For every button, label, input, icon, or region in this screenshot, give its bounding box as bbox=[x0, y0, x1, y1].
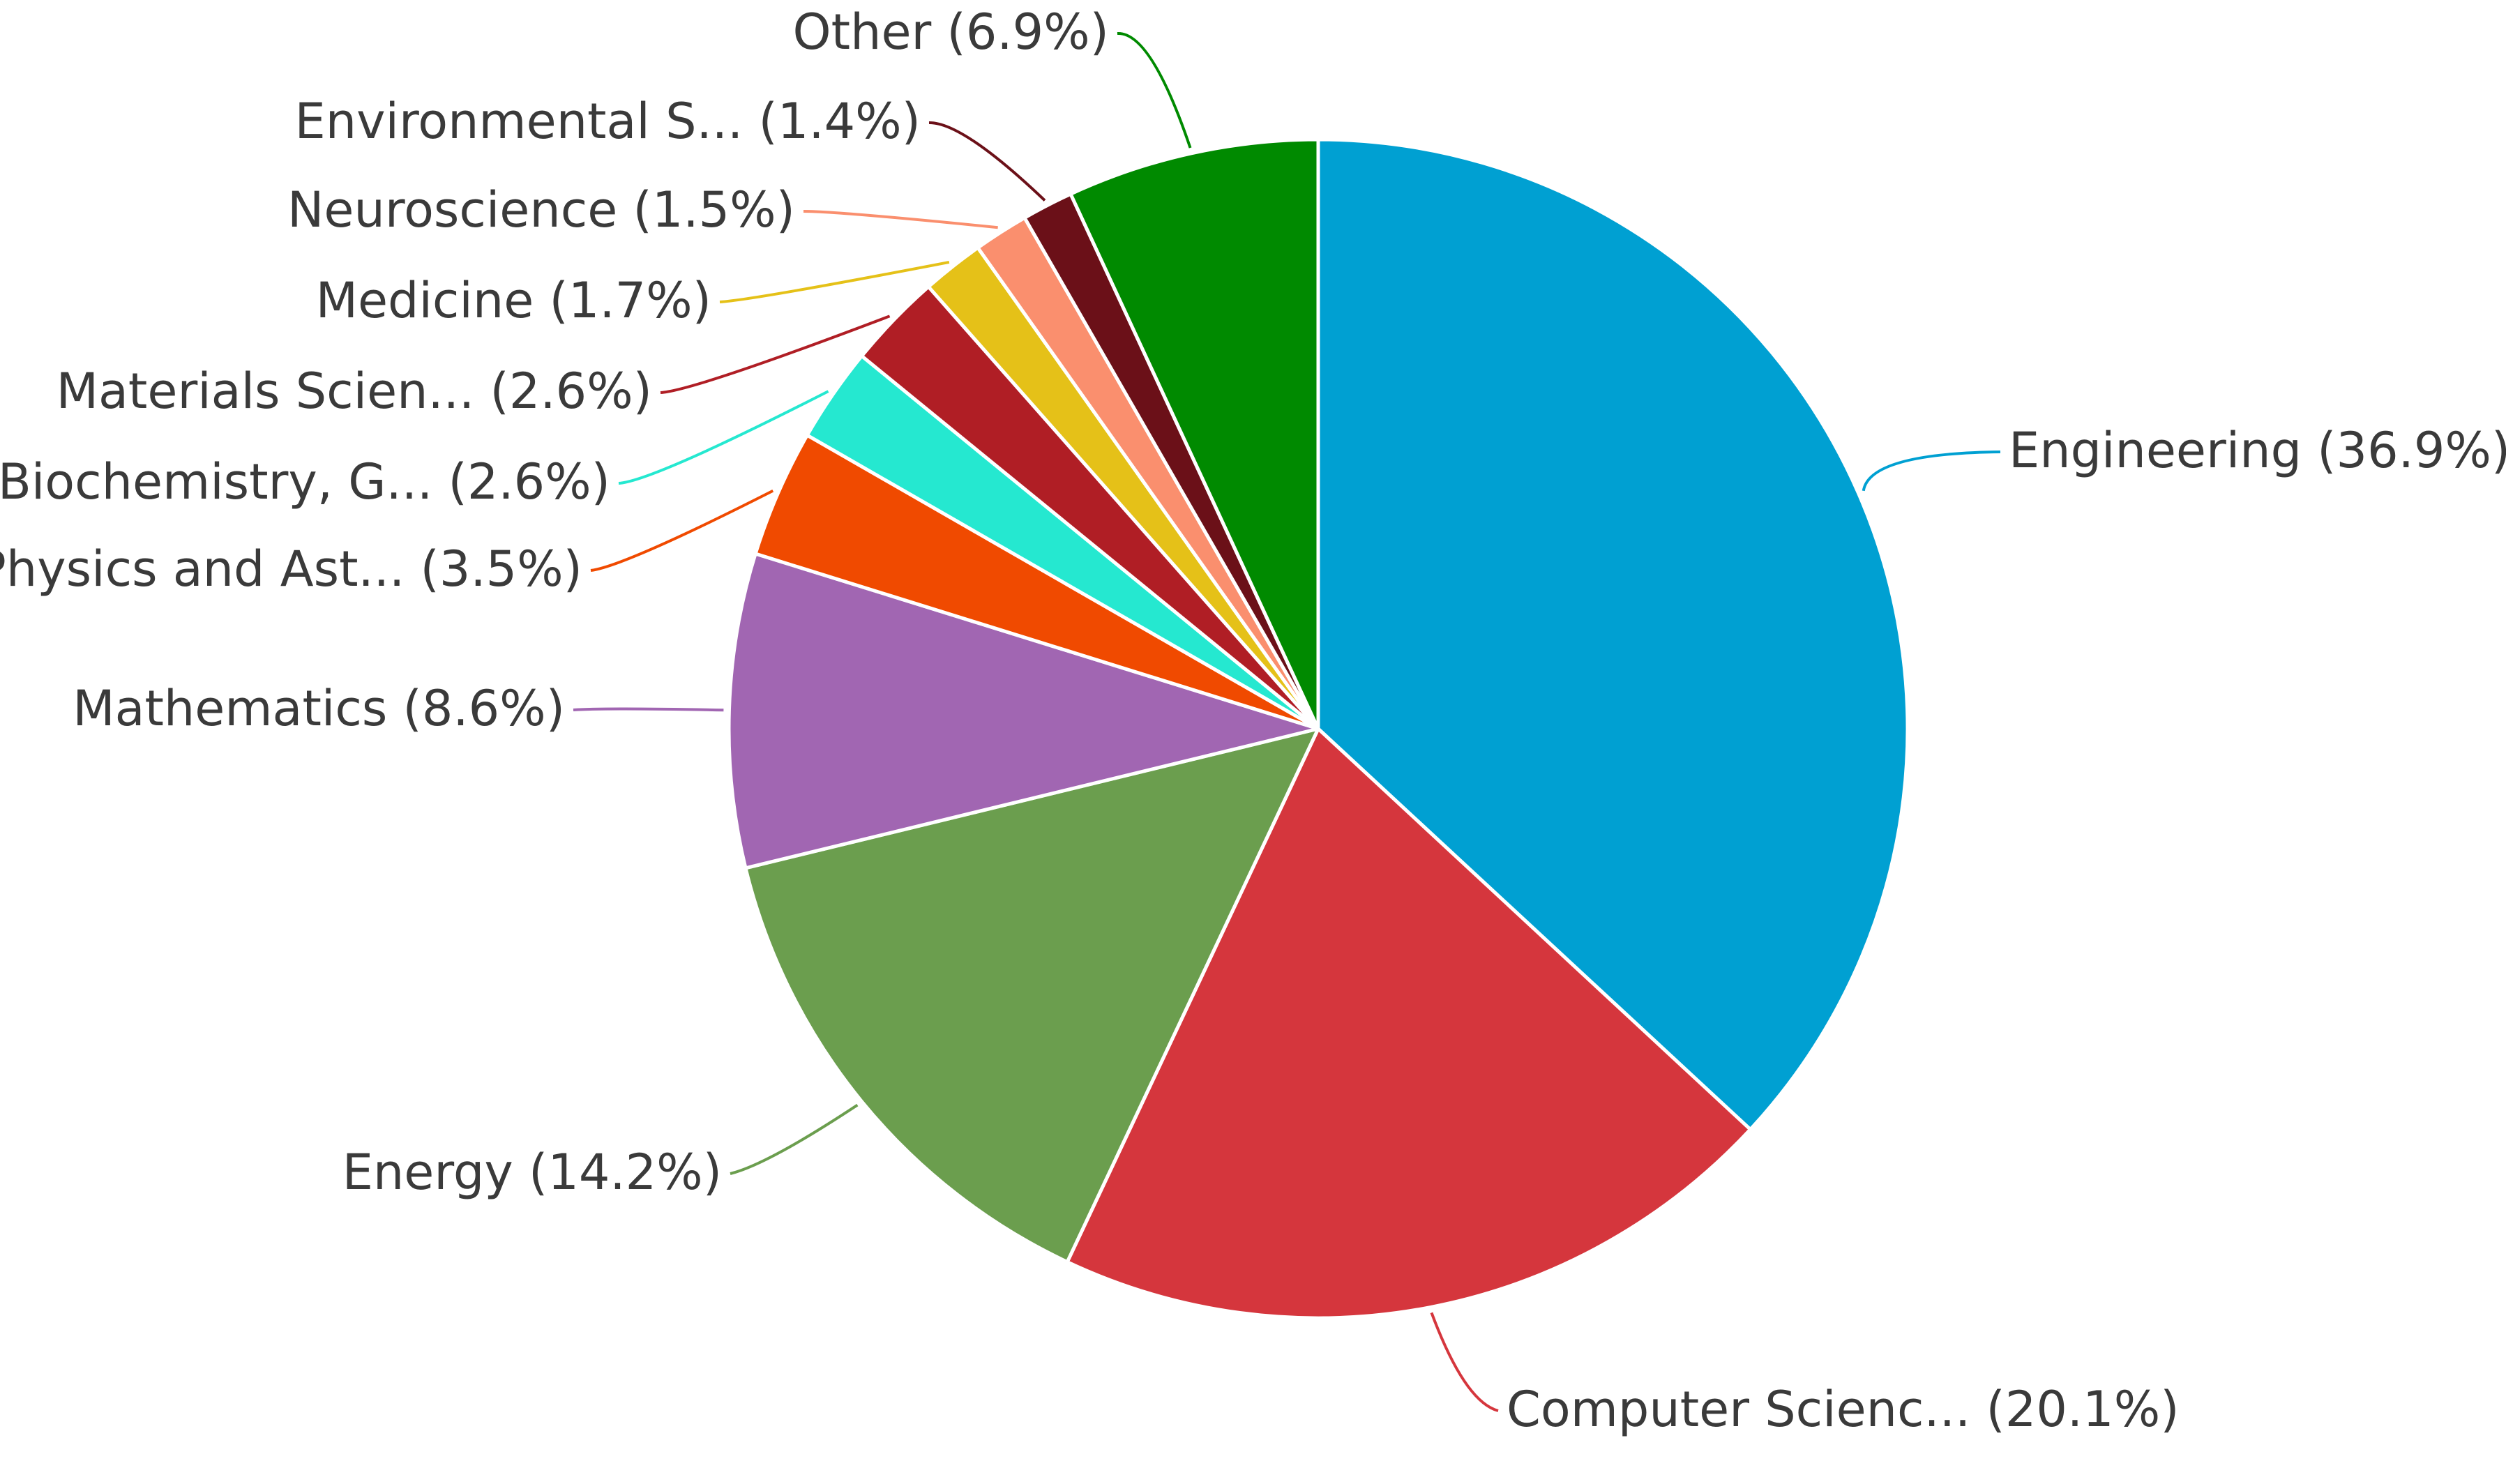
leader-lines bbox=[573, 31, 2001, 1412]
pie-slice-2[interactable] bbox=[744, 727, 1320, 1264]
slice-label-3: Mathematics (8.6%) bbox=[73, 680, 565, 737]
leader-line-10 bbox=[1117, 31, 1192, 149]
leader-line-9 bbox=[928, 121, 1046, 202]
slice-label-1: Computer Scienc... (20.1%) bbox=[1507, 1381, 2180, 1438]
leader-line-6 bbox=[660, 315, 891, 394]
slice-label-5: Biochemistry, G... (2.6%) bbox=[0, 453, 610, 510]
leader-line-0 bbox=[1862, 450, 2001, 492]
pie-slice-1[interactable] bbox=[1065, 727, 1753, 1320]
leader-line-8 bbox=[803, 210, 998, 229]
pie-slice-0[interactable] bbox=[1316, 137, 1910, 1132]
leader-line-3 bbox=[573, 707, 724, 712]
leader-line-4 bbox=[590, 489, 774, 572]
slice-label-8: Neuroscience (1.5%) bbox=[287, 181, 795, 238]
slice-label-10: Other (6.9%) bbox=[793, 3, 1109, 61]
leader-line-2 bbox=[730, 1103, 859, 1175]
pie-slices bbox=[727, 137, 1910, 1320]
slice-label-9: Environmental S... (1.4%) bbox=[295, 93, 921, 150]
leader-line-7 bbox=[719, 260, 950, 303]
slice-label-0: Engineering (36.9%) bbox=[2009, 422, 2506, 479]
slice-label-2: Energy (14.2%) bbox=[342, 1144, 722, 1201]
slice-labels: Engineering (36.9%) Computer Scienc... (2… bbox=[0, 3, 2506, 1438]
pie-slice-3[interactable] bbox=[727, 552, 1320, 870]
slice-label-4: Physics and Ast... (3.5%) bbox=[0, 540, 582, 598]
leader-line-5 bbox=[618, 390, 829, 485]
slice-label-7: Medicine (1.7%) bbox=[316, 272, 711, 329]
slice-label-6: Materials Scien... (2.6%) bbox=[56, 363, 652, 420]
leader-line-1 bbox=[1430, 1312, 1499, 1412]
pie-slice-10[interactable] bbox=[1069, 137, 1320, 731]
